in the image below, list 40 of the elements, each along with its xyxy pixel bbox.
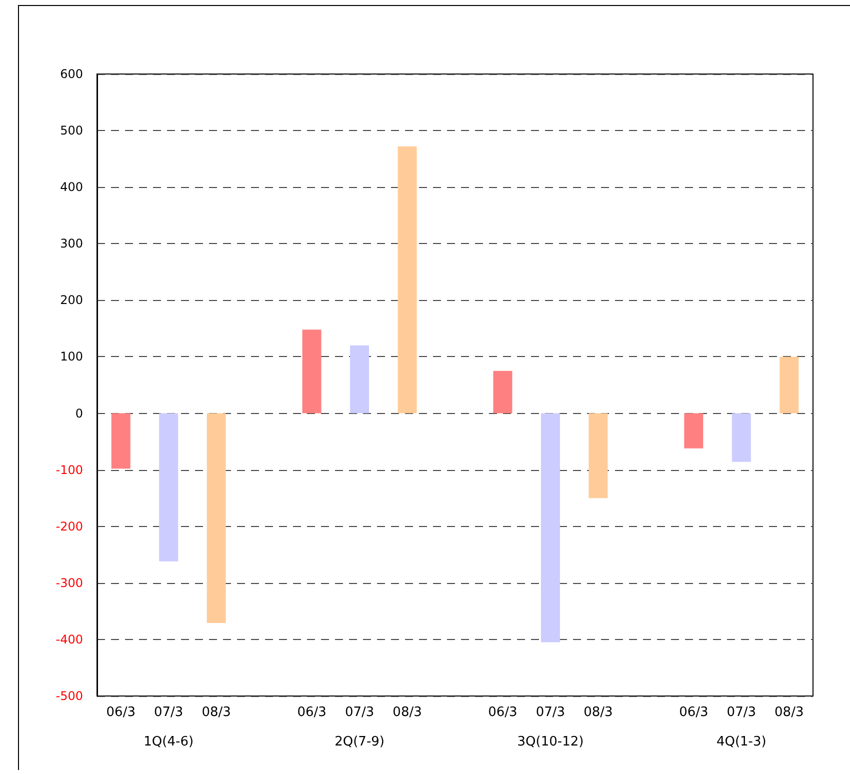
x-tick-label: 06/3 <box>106 705 136 720</box>
x-tick-label: 07/3 <box>154 705 184 720</box>
x-tick-label: 07/3 <box>726 705 756 720</box>
y-tick-label: -100 <box>56 462 83 477</box>
text: 3Q(10-12) <box>517 734 584 750</box>
x-tick-label: 07/3 <box>344 705 374 720</box>
bar <box>684 413 704 448</box>
x-tick-label: 06/3 <box>297 705 326 720</box>
x-tick-label: 07/3 <box>536 705 566 720</box>
text: 1Q(4-6) <box>144 734 194 750</box>
x-tick-label: 06/3 <box>488 705 518 720</box>
bar <box>350 345 370 414</box>
y-tick-label: -300 <box>56 576 83 590</box>
bar <box>159 413 178 562</box>
bar <box>206 413 226 624</box>
bar <box>780 356 799 414</box>
y-tick-label: 600 <box>60 67 83 81</box>
x-tick-label: 08/3 <box>774 705 804 720</box>
bar <box>540 413 560 642</box>
bar <box>493 370 512 414</box>
y-tick-label: 200 <box>60 293 83 308</box>
bar <box>732 413 751 462</box>
x-tick-label: 08/3 <box>202 705 231 720</box>
y-tick-label: -400 <box>56 632 83 646</box>
y-tick-label: -500 <box>56 689 83 703</box>
y-tick-label: 0 <box>75 406 83 420</box>
y-tick-label: 400 <box>60 180 83 194</box>
y-tick-label: 100 <box>60 350 83 364</box>
bar <box>302 330 322 414</box>
bar <box>111 413 130 469</box>
x-tick-label: 06/3 <box>679 705 708 720</box>
bar <box>588 413 608 498</box>
y-tick-label: -200 <box>56 519 83 534</box>
y-tick-label: 500 <box>60 124 83 138</box>
text: 2Q(7-9) <box>334 734 384 750</box>
bar <box>398 146 417 414</box>
x-tick-label: 08/3 <box>584 705 613 720</box>
y-tick-label: 300 <box>60 236 83 251</box>
x-tick-label: 08/3 <box>392 705 422 720</box>
text: 4Q(1-3) <box>716 734 766 750</box>
